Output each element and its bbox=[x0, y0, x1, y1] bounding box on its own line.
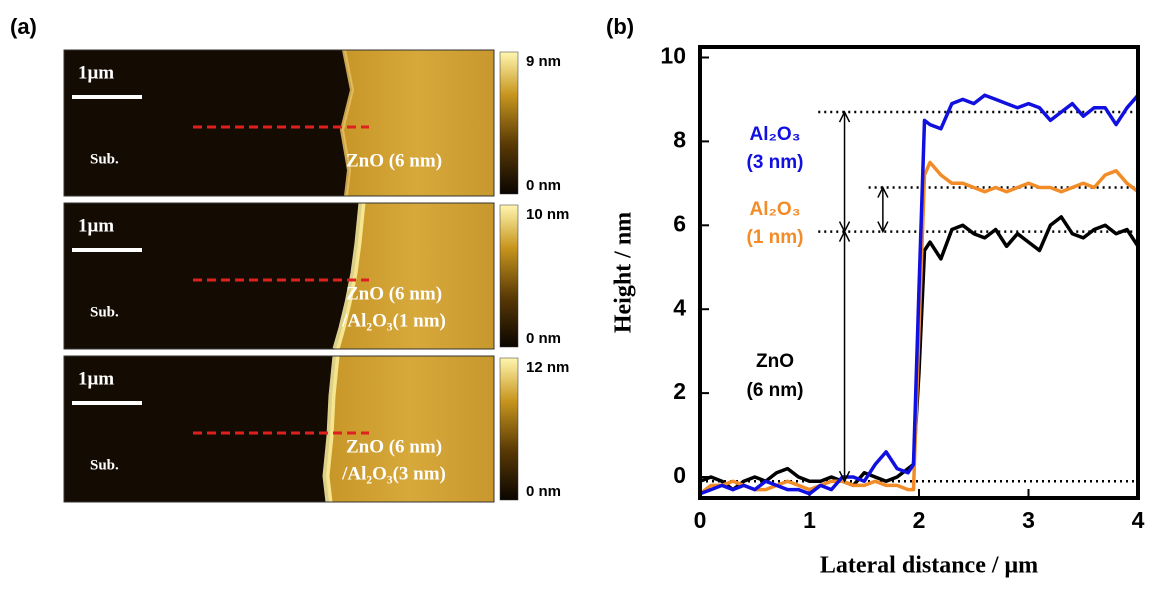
annotation: ZnO bbox=[756, 351, 794, 372]
panel-label: (a) bbox=[10, 14, 37, 39]
image-film bbox=[342, 50, 494, 196]
film-label: ZnO (6 nm) bbox=[346, 283, 442, 304]
colorbar-min: 0 nm bbox=[526, 177, 561, 194]
colorbar-max: 9 nm bbox=[526, 53, 561, 70]
colorbar-min: 0 nm bbox=[526, 483, 561, 500]
colorbar-max: 12 nm bbox=[526, 359, 569, 376]
colorbar-min: 0 nm bbox=[526, 330, 561, 347]
y-tick-label: 0 bbox=[673, 462, 686, 488]
afm-image: 1μm Sub. ZnO (6 nm) bbox=[64, 50, 494, 196]
page: (a) (b) 1μm Sub. ZnO (6 nm) 9 nm 0 nm 1μm Sub.… bbox=[0, 0, 1153, 593]
figure: (a) (b) 1μm Sub. ZnO (6 nm) 9 nm 0 nm 1μm Sub.… bbox=[0, 0, 1153, 588]
film-label: ZnO (6 nm) bbox=[346, 150, 442, 171]
annotation: Al₂O₃ bbox=[749, 199, 800, 220]
afm-image: 1μm Sub. ZnO (6 nm) /Al₂O₃(1 nm) bbox=[64, 203, 494, 349]
annotation: (1 nm) bbox=[747, 227, 804, 248]
film-label: ZnO (6 nm) bbox=[346, 436, 442, 457]
x-tick-label: 2 bbox=[913, 507, 926, 533]
x-tick-label: 4 bbox=[1132, 507, 1145, 533]
colorbar bbox=[500, 205, 518, 347]
x-axis-label: Lateral distance / μm bbox=[820, 553, 1038, 579]
substrate-label: Sub. bbox=[90, 304, 119, 320]
y-tick-label: 10 bbox=[660, 43, 686, 69]
annotation: (3 nm) bbox=[747, 152, 804, 173]
substrate-label: Sub. bbox=[90, 151, 119, 167]
film-label: /Al₂O₃(1 nm) bbox=[341, 310, 446, 331]
y-tick-label: 4 bbox=[673, 294, 686, 320]
substrate-label: Sub. bbox=[90, 457, 119, 473]
y-tick-label: 2 bbox=[673, 378, 686, 404]
panel-label: (b) bbox=[606, 14, 634, 39]
colorbar bbox=[500, 358, 518, 500]
scale-bar-label: 1μm bbox=[78, 62, 114, 83]
x-tick-label: 1 bbox=[803, 507, 816, 533]
afm-image: 1μm Sub. ZnO (6 nm) /Al₂O₃(3 nm) bbox=[64, 356, 494, 502]
colorbar bbox=[500, 52, 518, 194]
y-tick-label: 6 bbox=[673, 210, 686, 236]
y-axis-label: Height / nm bbox=[611, 212, 637, 333]
y-tick-label: 8 bbox=[673, 126, 686, 152]
annotation: (6 nm) bbox=[747, 380, 804, 401]
scale-bar-label: 1μm bbox=[78, 368, 114, 389]
colorbar-max: 10 nm bbox=[526, 206, 569, 223]
x-tick-label: 0 bbox=[694, 507, 707, 533]
x-tick-label: 3 bbox=[1022, 507, 1035, 533]
annotation: Al₂O₃ bbox=[749, 124, 800, 145]
film-label: /Al₂O₃(3 nm) bbox=[341, 463, 446, 484]
scale-bar-label: 1μm bbox=[78, 215, 114, 236]
